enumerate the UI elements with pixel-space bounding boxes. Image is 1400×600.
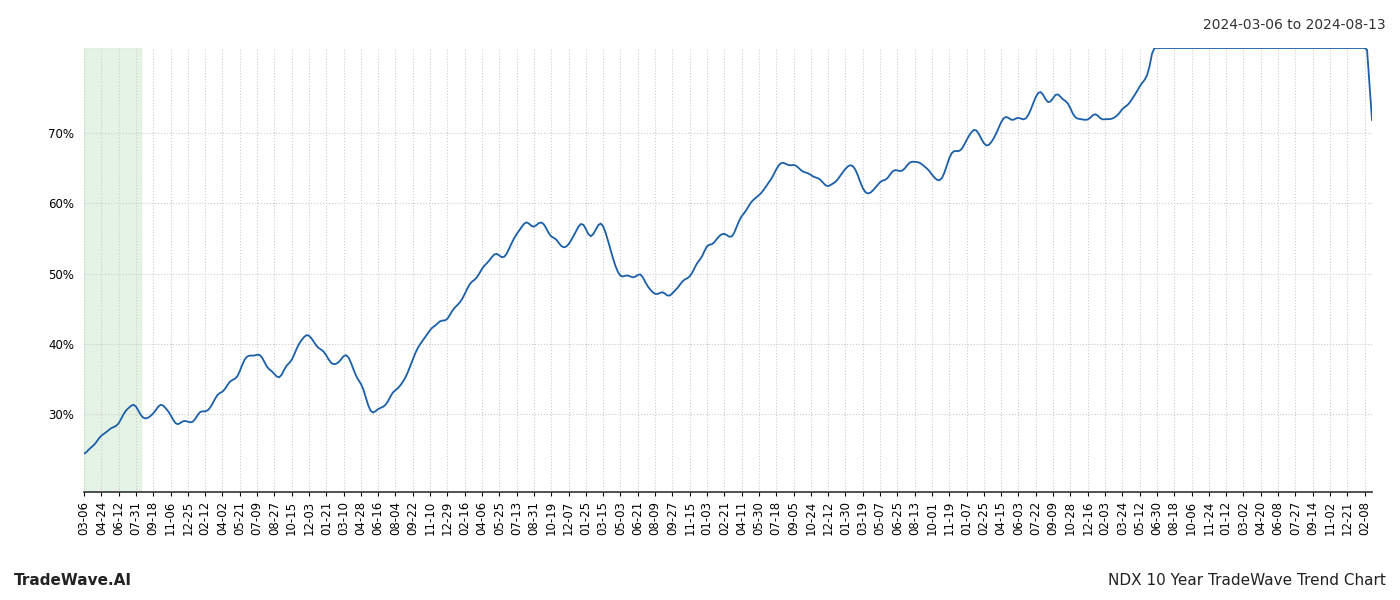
Text: 2024-03-06 to 2024-08-13: 2024-03-06 to 2024-08-13 [1204, 18, 1386, 32]
Text: NDX 10 Year TradeWave Trend Chart: NDX 10 Year TradeWave Trend Chart [1109, 573, 1386, 588]
Bar [84, 48, 141, 492]
Text: TradeWave.AI: TradeWave.AI [14, 573, 132, 588]
